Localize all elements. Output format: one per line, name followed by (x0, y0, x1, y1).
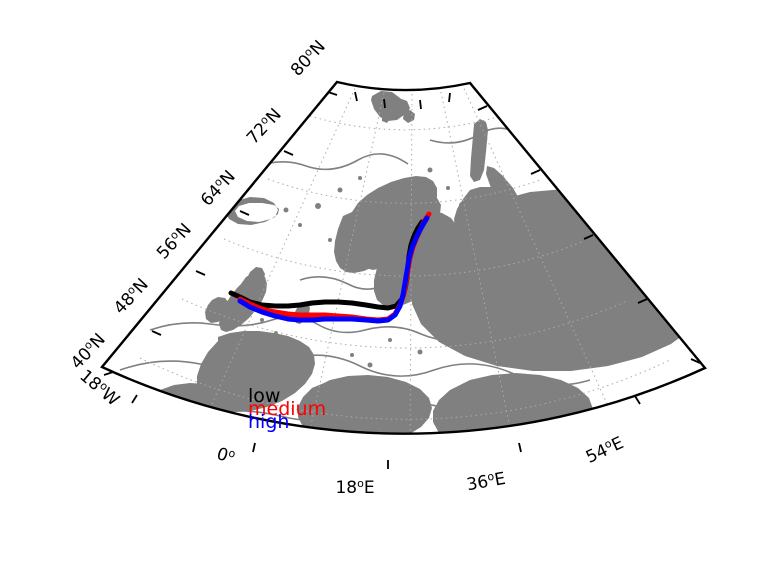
lon-label-36E: 36oE (465, 468, 507, 495)
legend-item-medium[interactable]: medium (248, 398, 326, 420)
meridian-9E (304, 87, 386, 434)
meridian-27E (409, 88, 413, 434)
map-boundary (100, 80, 707, 435)
legend-item-low[interactable]: low (248, 385, 280, 407)
lon-label-18E: 18oE (335, 477, 374, 498)
meridian-45E (439, 86, 516, 434)
axis-ticks (103, 91, 701, 469)
track-high[interactable] (237, 215, 430, 324)
parallel-44 (139, 357, 671, 420)
graticule (139, 83, 671, 434)
legend-item-high[interactable]: high (248, 411, 289, 433)
parallel-68 (267, 178, 541, 204)
track-legend: low medium high (248, 385, 326, 433)
cyclone-tracks (228, 211, 432, 324)
